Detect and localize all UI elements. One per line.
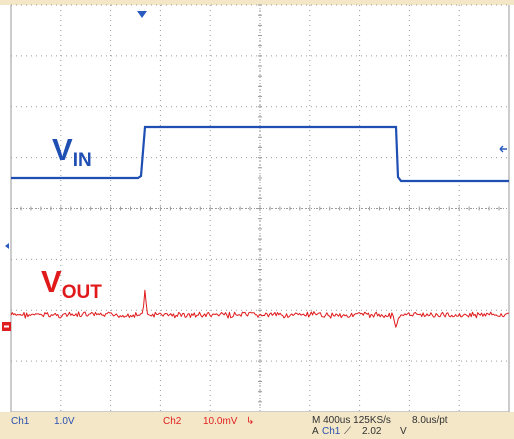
vin-waveform	[11, 125, 509, 183]
ch2-coupling-icon: ↳	[246, 416, 255, 427]
trigger-level-arrow-icon	[499, 145, 507, 153]
ch2-label: Ch2	[163, 416, 182, 427]
vin-label-main: V	[52, 132, 73, 167]
graticule-grid	[10, 4, 510, 413]
ch2-scale: 10.0mV	[203, 416, 238, 427]
timebase-readout: M 400us 125KS/s	[312, 415, 391, 426]
vout-label-subscript: OUT	[61, 282, 102, 303]
vin-label-subscript: IN	[72, 150, 92, 171]
trigger-level: 2.02	[362, 426, 382, 437]
trigger-unit: V	[400, 426, 407, 437]
trigger-source: Ch1	[322, 426, 341, 437]
ch2-ground-marker-glyph	[4, 325, 9, 328]
vout-label-main: V	[41, 264, 62, 299]
trigger-slope-icon: ⟋	[344, 426, 351, 437]
sample-interval-readout: 8.0us/pt	[412, 415, 448, 426]
vin-trace-label: VIN	[52, 132, 92, 170]
ch1-scale: 1.0V	[54, 416, 75, 427]
top-readout-strip	[0, 0, 514, 5]
vout-waveform	[10, 289, 509, 328]
status-bar: Ch1 1.0V Ch2 10.0mV ↳ M 400us 125KS/s 8.…	[0, 412, 514, 439]
trigger-prefix: A	[312, 426, 319, 437]
vout-trace-label: VOUT	[41, 264, 102, 302]
ch1-ground-marker-icon	[5, 243, 9, 249]
channel-markers	[2, 11, 507, 331]
trigger-position-icon	[137, 11, 147, 18]
ch1-label: Ch1	[11, 416, 30, 427]
